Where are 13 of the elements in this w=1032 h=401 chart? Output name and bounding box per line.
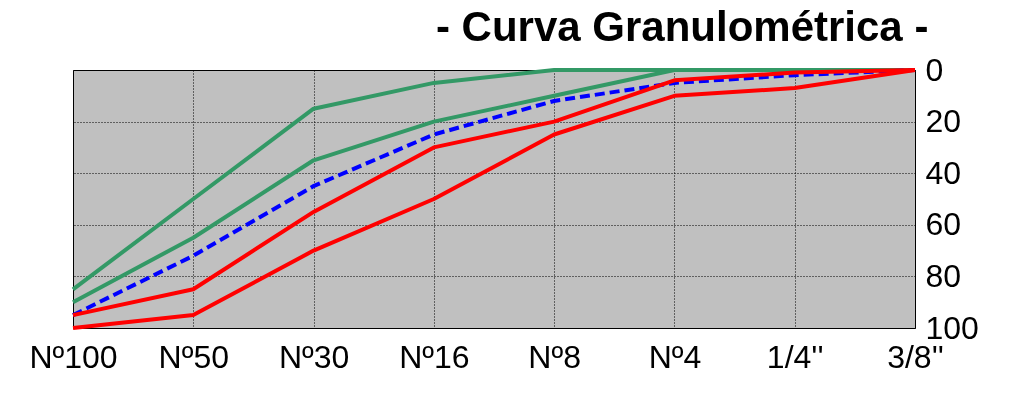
x-tick-label: 1/4'' [766, 338, 824, 375]
y-tick-label: 0 [925, 51, 944, 88]
x-tick-label: Nº30 [278, 338, 350, 375]
x-tick-label: Nº8 [528, 338, 581, 375]
y-tick-label: 40 [925, 154, 962, 191]
x-tick-label: Nº100 [29, 338, 118, 375]
x-tick-label: Nº16 [399, 338, 470, 375]
x-tick-label: Nº4 [648, 338, 702, 375]
y-tick-label: 80 [925, 257, 962, 294]
y-tick-label: 20 [925, 103, 962, 140]
y-tick-label: 60 [925, 206, 962, 243]
chart-title: - Curva Granulométrica - [435, 3, 929, 50]
x-tick-label: Nº50 [158, 338, 229, 375]
